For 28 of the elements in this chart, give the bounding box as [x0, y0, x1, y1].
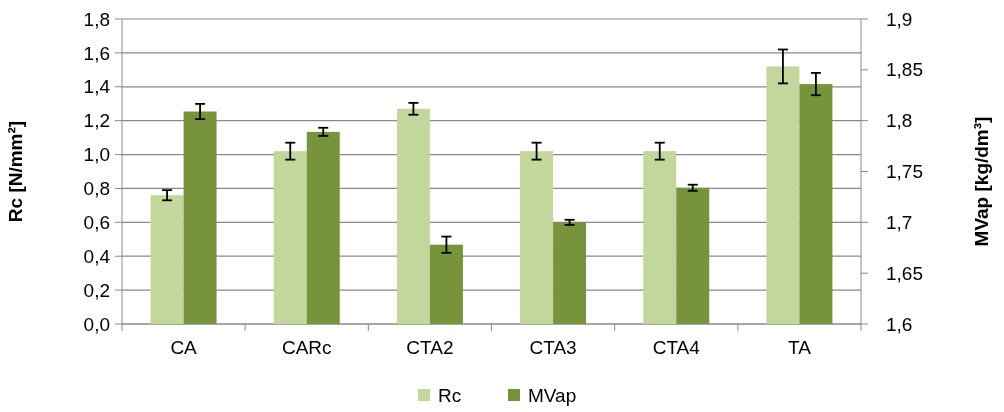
x-tick-label: CTA3: [529, 337, 577, 358]
legend-label: MVap: [528, 384, 577, 406]
x-tick-label: CARc: [281, 337, 332, 358]
y-tick-label: 0,6: [83, 211, 110, 233]
y2-tick-label: 1,6: [886, 313, 913, 335]
y-tick-label: 0,4: [83, 245, 111, 267]
legend-label: Rc: [438, 384, 462, 406]
y-tick-label: 1,6: [83, 42, 110, 64]
y2-tick-label: 1,65: [886, 262, 923, 284]
x-tick-label: CTA2: [406, 337, 454, 358]
y-tick-label: 0,8: [83, 178, 110, 200]
y-tick-label: 1,4: [83, 76, 111, 98]
x-tick-label: CTA4: [652, 337, 701, 358]
x-tick-label: TA: [787, 337, 812, 358]
y2-tick-label: 1,85: [886, 59, 923, 81]
y2-axis-title: MVap [kg/dm³]: [971, 116, 992, 247]
y2-tick-label: 1,8: [886, 110, 913, 132]
y-tick-label: 0,0: [83, 313, 110, 335]
y2-tick-label: 1,75: [886, 161, 923, 183]
y2-tick-label: 1,7: [886, 211, 913, 233]
y-tick-label: 0,2: [83, 279, 110, 301]
bar: [396, 108, 430, 324]
y-tick-label: 1,8: [83, 8, 110, 30]
y-tick-label: 1,2: [83, 110, 110, 132]
y-axis-title: Rc [N/mm²]: [5, 120, 26, 223]
y-tick-label: 1,0: [83, 144, 110, 166]
x-tick-label: CA: [170, 337, 198, 358]
y2-tick-label: 1,9: [886, 8, 913, 30]
